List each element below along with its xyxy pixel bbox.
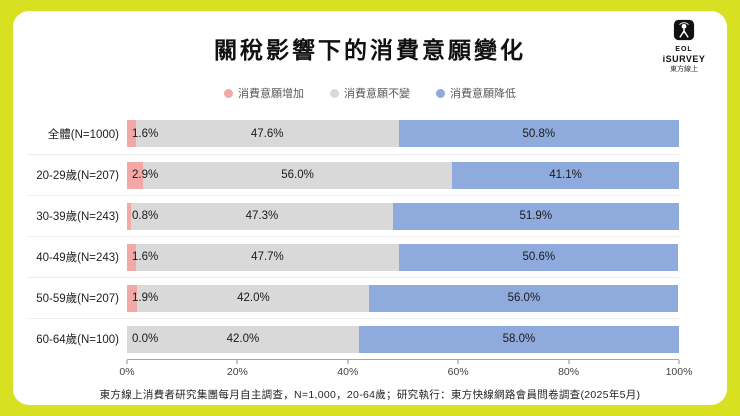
- logo-product-text: iSURVEY: [662, 54, 706, 65]
- legend-item: 消費意願增加: [224, 85, 304, 101]
- value-label-decrease: 50.8%: [522, 127, 556, 140]
- legend-label: 消費意願不變: [344, 88, 410, 100]
- axis-tick: [347, 360, 349, 364]
- chart-area: 全體(N=1000) 1.6% 47.6% 50.8% 20-29歲(N=207) 2.9…: [27, 113, 679, 359]
- bar-track: 1.6% 47.6% 50.8%: [127, 120, 679, 147]
- legend-dot-icon: [224, 88, 233, 98]
- legend: 消費意願增加 消費意願不變 消費意願降低: [13, 85, 727, 101]
- bar-segment-increase: 1.6%: [127, 243, 158, 271]
- axis-tick-label: 100%: [665, 366, 693, 378]
- value-label-unchanged: 47.7%: [251, 251, 284, 263]
- x-axis: 0% 20% 40% 60% 80% 100%: [119, 359, 692, 381]
- bar-segment-decrease: 58.0%: [358, 325, 679, 353]
- axis-tick-label: 0%: [119, 366, 135, 378]
- legend-dot-icon: [436, 88, 445, 98]
- bar-track: 2.9% 56.0% 41.1%: [127, 161, 679, 189]
- axis-tick-label: 60%: [447, 366, 469, 378]
- bar-segment-unchanged: 47.7%: [135, 243, 400, 271]
- axis-tick: [568, 360, 570, 364]
- bar-track: 0.8% 47.3% 51.9%: [127, 202, 679, 230]
- eol-logo: EOL iSURVEY 東方線上: [655, 19, 713, 74]
- axis-tick-label: 20%: [226, 366, 248, 378]
- axis-tick-label: 40%: [337, 366, 359, 378]
- value-label-increase: 1.9%: [132, 292, 159, 304]
- chart-card: EOL iSURVEY 東方線上 關稅影響下的消費意願變化 消費意願增加 消費意願…: [13, 11, 727, 405]
- value-label-increase: 1.6%: [132, 251, 159, 263]
- value-label-decrease: 41.1%: [549, 169, 582, 181]
- value-label-increase: 1.6%: [132, 127, 159, 140]
- value-label-unchanged: 42.0%: [237, 292, 270, 304]
- legend-label: 消費意願增加: [238, 88, 304, 100]
- value-label-decrease: 58.0%: [502, 333, 536, 345]
- legend-item: 消費意願降低: [436, 85, 516, 101]
- value-label-decrease: 56.0%: [507, 292, 541, 304]
- value-label-unchanged: 42.0%: [226, 333, 260, 345]
- eol-logo-icon: [673, 19, 695, 46]
- value-label-decrease: 50.6%: [522, 251, 556, 263]
- chart-rows: 全體(N=1000) 1.6% 47.6% 50.8% 20-29歲(N=207) 2.9…: [27, 113, 679, 359]
- bar-segment-unchanged: 56.0%: [143, 161, 453, 189]
- bar-segment-increase: 1.6%: [127, 120, 158, 147]
- chart-row: 30-39歲(N=243) 0.8% 47.3% 51.9%: [27, 195, 679, 236]
- chart-row: 20-29歲(N=207) 2.9% 56.0% 41.1%: [27, 154, 679, 195]
- x-axis-row: 0% 20% 40% 60% 80% 100%: [27, 359, 692, 381]
- category-label: 60-64歲(N=100): [36, 334, 119, 346]
- chart-title: 關稅影響下的消費意願變化: [214, 37, 526, 63]
- bar-track: 1.6% 47.7% 50.6%: [127, 243, 679, 271]
- legend-dot-icon: [330, 88, 339, 98]
- chart-row: 40-49歲(N=243) 1.6% 47.7% 50.6%: [27, 236, 679, 277]
- chart-row: 60-64歲(N=100) 0.0% 42.0% 58.0%: [27, 318, 679, 359]
- axis-tick-label: 80%: [558, 366, 580, 378]
- source-note: 東方線上消費者研究集團每月自主調查，N=1,000，20-64歲；研究執行：東方…: [99, 389, 641, 401]
- value-label-unchanged: 47.6%: [250, 127, 284, 140]
- category-label: 20-29歲(N=207): [36, 170, 119, 182]
- axis-tick: [457, 360, 459, 364]
- value-label-increase: 0.0%: [132, 333, 159, 345]
- logo-company-text: 東方線上: [670, 65, 698, 73]
- bar-segment-decrease: 50.8%: [398, 120, 679, 147]
- bar-segment-unchanged: 42.0%: [137, 284, 370, 312]
- chart-row: 50-59歲(N=207) 1.9% 42.0% 56.0%: [27, 277, 679, 318]
- legend-item: 消費意願不變: [330, 85, 410, 101]
- bar-segment-decrease: 50.6%: [399, 243, 679, 271]
- bar-segment-decrease: 41.1%: [452, 161, 679, 189]
- value-label-unchanged: 47.3%: [245, 210, 279, 222]
- value-label-unchanged: 56.0%: [281, 169, 314, 181]
- bar-segment-unchanged: 47.6%: [135, 120, 399, 147]
- category-label: 全體(N=1000): [47, 128, 119, 141]
- category-label: 40-49歲(N=243): [36, 252, 119, 264]
- bar-segment-increase: 1.9%: [127, 284, 158, 312]
- bar-segment-unchanged: 47.3%: [131, 202, 393, 230]
- category-label: 30-39歲(N=243): [36, 211, 119, 223]
- value-label-increase: 2.9%: [132, 169, 159, 181]
- axis-tick: [236, 360, 238, 364]
- legend-label: 消費意願降低: [450, 88, 516, 100]
- bar-segment-unchanged: 42.0%: [127, 325, 359, 353]
- axis-tick: [678, 360, 680, 364]
- bar-track: 1.9% 42.0% 56.0%: [127, 284, 679, 312]
- x-axis-spacer: [27, 359, 127, 381]
- bar-track: 0.0% 42.0% 58.0%: [127, 325, 679, 353]
- chart-row: 全體(N=1000) 1.6% 47.6% 50.8%: [27, 113, 679, 154]
- value-label-decrease: 51.9%: [519, 210, 553, 222]
- value-label-increase: 0.8%: [132, 210, 159, 222]
- logo-brand-text: EOL: [675, 46, 693, 54]
- bar-segment-increase: 2.9%: [127, 161, 158, 189]
- axis-tick: [126, 360, 128, 364]
- category-label: 50-59歲(N=207): [36, 293, 119, 305]
- bar-segment-increase: 0.8%: [127, 202, 158, 230]
- bar-segment-decrease: 56.0%: [369, 284, 679, 312]
- bar-segment-decrease: 51.9%: [392, 202, 679, 230]
